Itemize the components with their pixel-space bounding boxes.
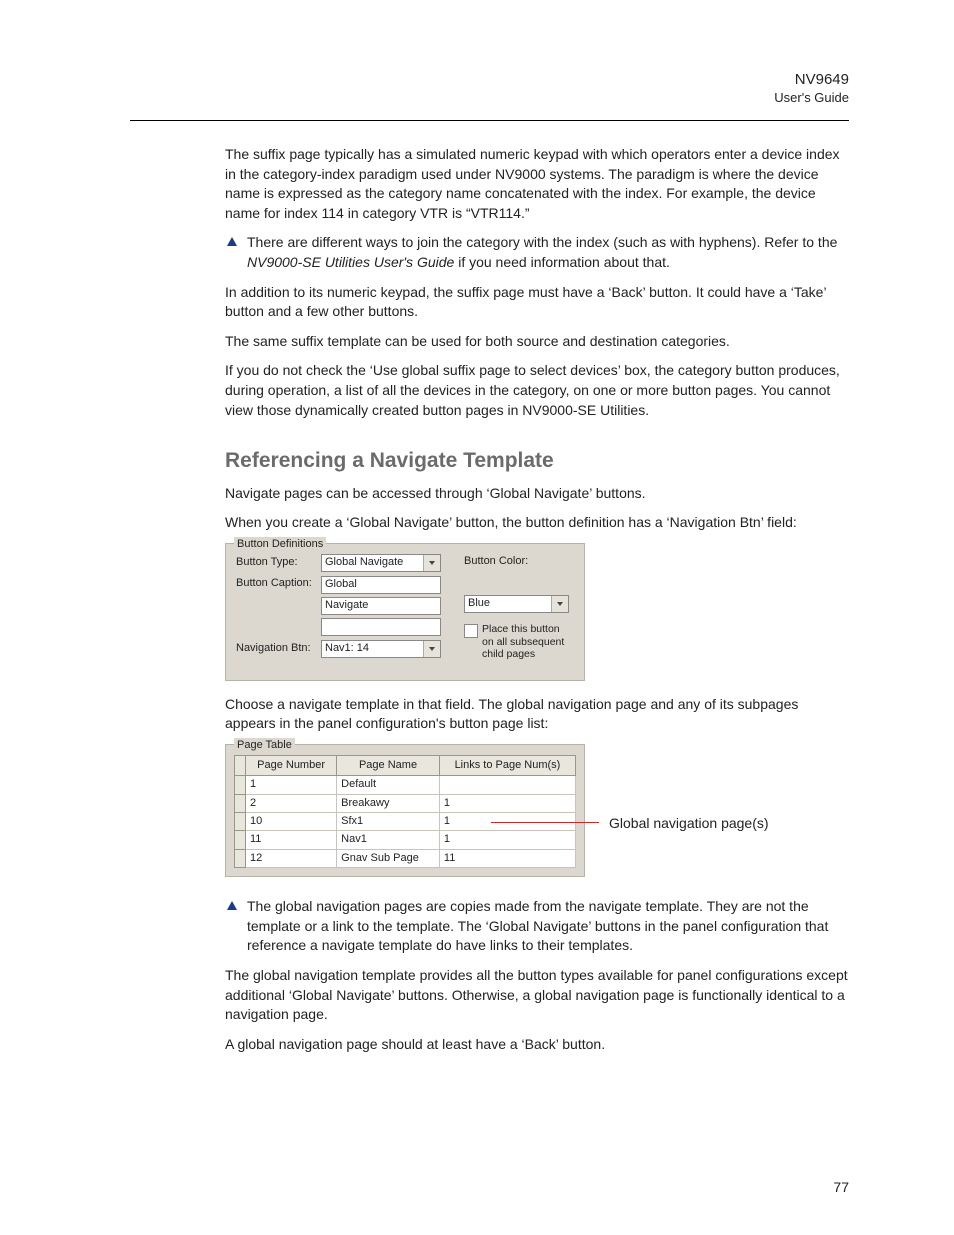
page-number: 77 bbox=[833, 1179, 849, 1195]
note-text-b: if you need information about that. bbox=[458, 254, 670, 270]
button-color-dropdown[interactable]: Blue bbox=[464, 595, 569, 613]
button-color-value: Blue bbox=[468, 596, 490, 611]
cell-links bbox=[439, 776, 575, 794]
page-table-legend: Page Table bbox=[234, 738, 295, 753]
chevron-down-icon[interactable] bbox=[551, 596, 568, 612]
paragraph: If you do not check the ‘Use global suff… bbox=[225, 361, 849, 420]
table-row[interactable]: 2 Breakawy 1 bbox=[235, 794, 576, 812]
cell-page-name: Sfx1 bbox=[337, 813, 440, 831]
content: The suffix page typically has a simulate… bbox=[225, 145, 849, 1064]
caption-line3-input[interactable] bbox=[321, 618, 441, 636]
col-page-name: Page Name bbox=[337, 755, 440, 775]
cell-page-name: Default bbox=[337, 776, 440, 794]
place-checkbox[interactable] bbox=[464, 624, 478, 638]
note: The global navigation pages are copies m… bbox=[225, 897, 849, 956]
table-row[interactable]: 12 Gnav Sub Page 11 bbox=[235, 849, 576, 867]
page-table-panel: Page Table Page Number Page Name Links t… bbox=[225, 744, 585, 877]
paragraph: Navigate pages can be accessed through ‘… bbox=[225, 484, 849, 504]
doc-subtitle: User's Guide bbox=[774, 90, 849, 107]
paragraph: A global navigation page should at least… bbox=[225, 1035, 849, 1055]
col-links: Links to Page Num(s) bbox=[439, 755, 575, 775]
page-table: Page Number Page Name Links to Page Num(… bbox=[234, 755, 576, 868]
button-caption-label: Button Caption: bbox=[236, 576, 321, 591]
navigation-btn-value: Nav1: 14 bbox=[325, 641, 369, 656]
doc-number: NV9649 bbox=[774, 70, 849, 90]
table-row[interactable]: 1 Default bbox=[235, 776, 576, 794]
cell-page-number: 12 bbox=[246, 849, 337, 867]
header-rule bbox=[130, 120, 849, 121]
button-type-value: Global Navigate bbox=[325, 555, 403, 570]
place-checkbox-row: Place this button on all subsequent chil… bbox=[464, 623, 574, 661]
cell-page-number: 1 bbox=[246, 776, 337, 794]
chevron-down-icon[interactable] bbox=[423, 555, 440, 571]
button-definitions-panel: Button Definitions Button Type: Global N… bbox=[225, 543, 585, 681]
paragraph: The same suffix template can be used for… bbox=[225, 332, 849, 352]
navigation-btn-label: Navigation Btn: bbox=[236, 641, 321, 656]
note: There are different ways to join the cat… bbox=[225, 233, 849, 272]
caption-line2-value: Navigate bbox=[325, 598, 368, 613]
button-type-dropdown[interactable]: Global Navigate bbox=[321, 554, 441, 572]
paragraph: In addition to its numeric keypad, the s… bbox=[225, 283, 849, 322]
annotation-line bbox=[491, 822, 599, 823]
navigation-btn-dropdown[interactable]: Nav1: 14 bbox=[321, 640, 441, 658]
paragraph: Choose a navigate template in that field… bbox=[225, 695, 849, 734]
paragraph: The suffix page typically has a simulate… bbox=[225, 145, 849, 223]
annotation-label: Global navigation page(s) bbox=[609, 814, 769, 834]
cell-page-number: 2 bbox=[246, 794, 337, 812]
section-heading: Referencing a Navigate Template bbox=[225, 446, 849, 475]
cell-page-number: 10 bbox=[246, 813, 337, 831]
place-checkbox-label: Place this button on all subsequent chil… bbox=[482, 623, 574, 661]
col-page-number: Page Number bbox=[246, 755, 337, 775]
button-color-label: Button Color: bbox=[464, 554, 574, 569]
page: NV9649 User's Guide The suffix page typi… bbox=[0, 0, 954, 1235]
table-row[interactable]: 11 Nav1 1 bbox=[235, 831, 576, 849]
cell-page-name: Breakawy bbox=[337, 794, 440, 812]
note-italic: NV9000-SE Utilities User's Guide bbox=[247, 254, 454, 270]
caption-line2-input[interactable]: Navigate bbox=[321, 597, 441, 615]
cell-links: 11 bbox=[439, 849, 575, 867]
caption-line1-value: Global bbox=[325, 577, 357, 592]
note-text-a: There are different ways to join the cat… bbox=[247, 234, 837, 250]
cell-page-name: Gnav Sub Page bbox=[337, 849, 440, 867]
paragraph: The global navigation template provides … bbox=[225, 966, 849, 1025]
cell-page-name: Nav1 bbox=[337, 831, 440, 849]
chevron-down-icon[interactable] bbox=[423, 641, 440, 657]
panel-legend: Button Definitions bbox=[234, 537, 326, 552]
row-header-blank bbox=[235, 755, 246, 775]
cell-links: 1 bbox=[439, 794, 575, 812]
cell-links: 1 bbox=[439, 831, 575, 849]
button-type-label: Button Type: bbox=[236, 555, 321, 570]
page-header: NV9649 User's Guide bbox=[774, 70, 849, 106]
cell-page-number: 11 bbox=[246, 831, 337, 849]
paragraph: When you create a ‘Global Navigate’ butt… bbox=[225, 513, 849, 533]
caption-line1-input[interactable]: Global bbox=[321, 576, 441, 594]
